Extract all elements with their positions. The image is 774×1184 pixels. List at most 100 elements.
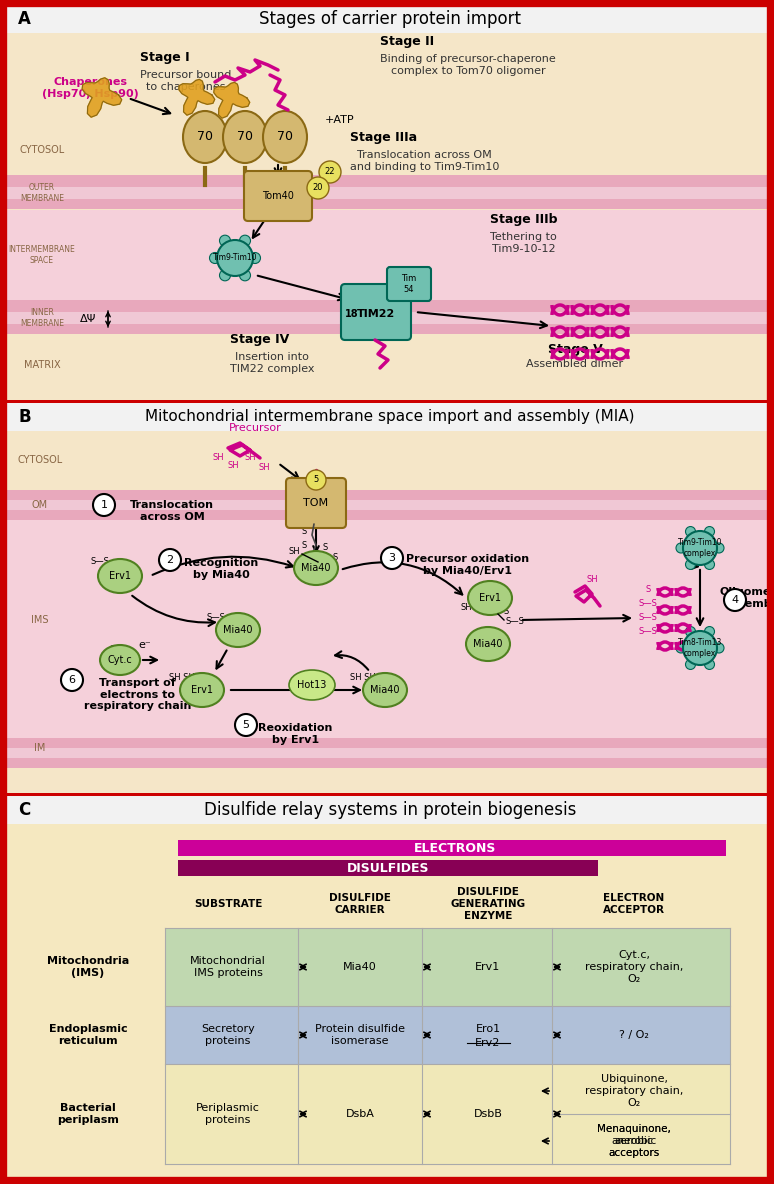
Circle shape	[220, 270, 231, 281]
Text: Tom40: Tom40	[262, 191, 294, 201]
Circle shape	[676, 643, 686, 654]
Text: 2: 2	[166, 555, 173, 565]
Text: OM: OM	[32, 500, 48, 510]
Text: Erv2: Erv2	[475, 1038, 501, 1048]
Text: S—S: S—S	[639, 599, 657, 609]
Bar	[5, 500, 769, 510]
Circle shape	[210, 252, 221, 264]
Bar	[178, 839, 726, 856]
Text: 5: 5	[313, 476, 319, 484]
Circle shape	[676, 543, 686, 553]
Text: SUBSTRATE: SUBSTRATE	[194, 899, 262, 909]
Circle shape	[235, 714, 257, 736]
Text: Endoplasmic
reticulum: Endoplasmic reticulum	[49, 1024, 127, 1045]
Text: Recognition
by Mia40: Recognition by Mia40	[184, 558, 259, 580]
Circle shape	[159, 549, 181, 571]
Bar	[298, 1006, 422, 1064]
Text: SH: SH	[288, 547, 300, 556]
Text: A: A	[18, 9, 31, 28]
Text: IMS: IMS	[31, 614, 49, 625]
Text: Mitochondrial intermembrane space import and assembly (MIA): Mitochondrial intermembrane space import…	[146, 410, 635, 425]
Text: Erv1: Erv1	[191, 686, 213, 695]
Text: Tim8-Tim13
complex: Tim8-Tim13 complex	[678, 638, 722, 657]
Ellipse shape	[100, 645, 140, 675]
Text: 70: 70	[277, 130, 293, 143]
Bar	[5, 510, 769, 520]
Text: O₂: O₂	[108, 645, 122, 655]
Text: ? / O₂: ? / O₂	[619, 1030, 649, 1040]
FancyBboxPatch shape	[286, 478, 346, 528]
Text: INNER
MEMBRANE: INNER MEMBRANE	[20, 308, 64, 328]
Text: DISULFIDE
CARRIER: DISULFIDE CARRIER	[329, 893, 391, 915]
Text: Precursor oxidation
by Mia40/Erv1: Precursor oxidation by Mia40/Erv1	[406, 554, 529, 575]
Circle shape	[686, 527, 696, 536]
Circle shape	[319, 161, 341, 184]
Text: SH: SH	[586, 575, 598, 585]
Bar	[178, 860, 598, 876]
Circle shape	[220, 236, 231, 246]
Text: 1: 1	[101, 500, 108, 510]
Text: ELECTRON
ACCEPTOR: ELECTRON ACCEPTOR	[603, 893, 665, 915]
Text: Disulfide relay systems in protein biogenesis: Disulfide relay systems in protein bioge…	[204, 802, 576, 819]
FancyBboxPatch shape	[387, 268, 431, 301]
Bar	[5, 824, 769, 1179]
Text: Mia40: Mia40	[223, 625, 253, 635]
Text: Ubiquinone,
respiratory chain,
O₂: Ubiquinone, respiratory chain, O₂	[585, 1074, 683, 1107]
Bar	[5, 324, 769, 334]
Text: Stages of carrier protein import: Stages of carrier protein import	[259, 9, 521, 28]
Bar	[552, 1064, 730, 1164]
Bar	[5, 210, 769, 300]
Text: TOM: TOM	[303, 498, 328, 508]
Ellipse shape	[263, 111, 307, 163]
Text: Ero1: Ero1	[475, 1024, 501, 1034]
Text: CYTOSOL: CYTOSOL	[19, 144, 64, 155]
Bar	[165, 1006, 298, 1064]
Text: Assembled dimer: Assembled dimer	[526, 359, 624, 369]
Text: Binding of precursor-chaperone
complex to Tom70 oligomer: Binding of precursor-chaperone complex t…	[380, 54, 556, 76]
Text: INTERMEMBRANE
SPACE: INTERMEMBRANE SPACE	[9, 245, 75, 265]
Text: Tethering to
Tim9-10-12: Tethering to Tim9-10-12	[490, 232, 557, 253]
Text: Cyt.c,
respiratory chain,
O₂: Cyt.c, respiratory chain, O₂	[585, 951, 683, 984]
Text: Precursor: Precursor	[228, 423, 282, 433]
Text: +ATP: +ATP	[325, 115, 354, 126]
Text: DsbB: DsbB	[474, 1109, 502, 1119]
Text: SH SH: SH SH	[350, 674, 376, 682]
Bar	[5, 748, 769, 758]
Text: Stage II: Stage II	[380, 36, 434, 49]
Circle shape	[249, 252, 261, 264]
Text: 4: 4	[731, 596, 738, 605]
Bar	[5, 403, 769, 431]
Text: TIM22: TIM22	[357, 309, 395, 318]
Bar	[298, 1064, 422, 1164]
Text: Menaquinone,
aerobic
acceptors: Menaquinone, aerobic acceptors	[597, 1125, 671, 1158]
Text: DISULFIDE
GENERATING
ENZYME: DISULFIDE GENERATING ENZYME	[450, 887, 526, 921]
Bar	[5, 431, 769, 793]
Text: C: C	[18, 802, 30, 819]
Circle shape	[724, 588, 746, 611]
Text: Mitochondria
(IMS): Mitochondria (IMS)	[47, 957, 129, 978]
Circle shape	[307, 176, 329, 199]
Text: Periplasmic
proteins: Periplasmic proteins	[196, 1103, 260, 1125]
Text: ΔΨ: ΔΨ	[80, 314, 96, 324]
Text: 20: 20	[313, 184, 324, 193]
Text: Erv1: Erv1	[479, 593, 501, 603]
Text: DISULFIDES: DISULFIDES	[347, 862, 430, 875]
Circle shape	[714, 543, 724, 553]
Circle shape	[714, 643, 724, 654]
Ellipse shape	[466, 628, 510, 661]
Text: Translocation
across OM: Translocation across OM	[130, 500, 214, 522]
Bar	[422, 1006, 552, 1064]
Text: Bacterial
periplasm: Bacterial periplasm	[57, 1103, 119, 1125]
Bar	[5, 199, 769, 210]
Text: SH: SH	[461, 604, 472, 612]
Polygon shape	[179, 79, 214, 115]
Text: Menaquinone,
anerobic
acceptors: Menaquinone, anerobic acceptors	[597, 1125, 671, 1158]
Text: e⁻: e⁻	[138, 641, 151, 650]
Circle shape	[239, 270, 251, 281]
Circle shape	[217, 240, 253, 276]
Text: Translocation across OM
and binding to Tim9-Tim10: Translocation across OM and binding to T…	[350, 150, 499, 172]
Circle shape	[239, 236, 251, 246]
Text: 3: 3	[389, 553, 396, 564]
Text: 6: 6	[69, 675, 76, 686]
Text: S—S: S—S	[91, 558, 109, 566]
